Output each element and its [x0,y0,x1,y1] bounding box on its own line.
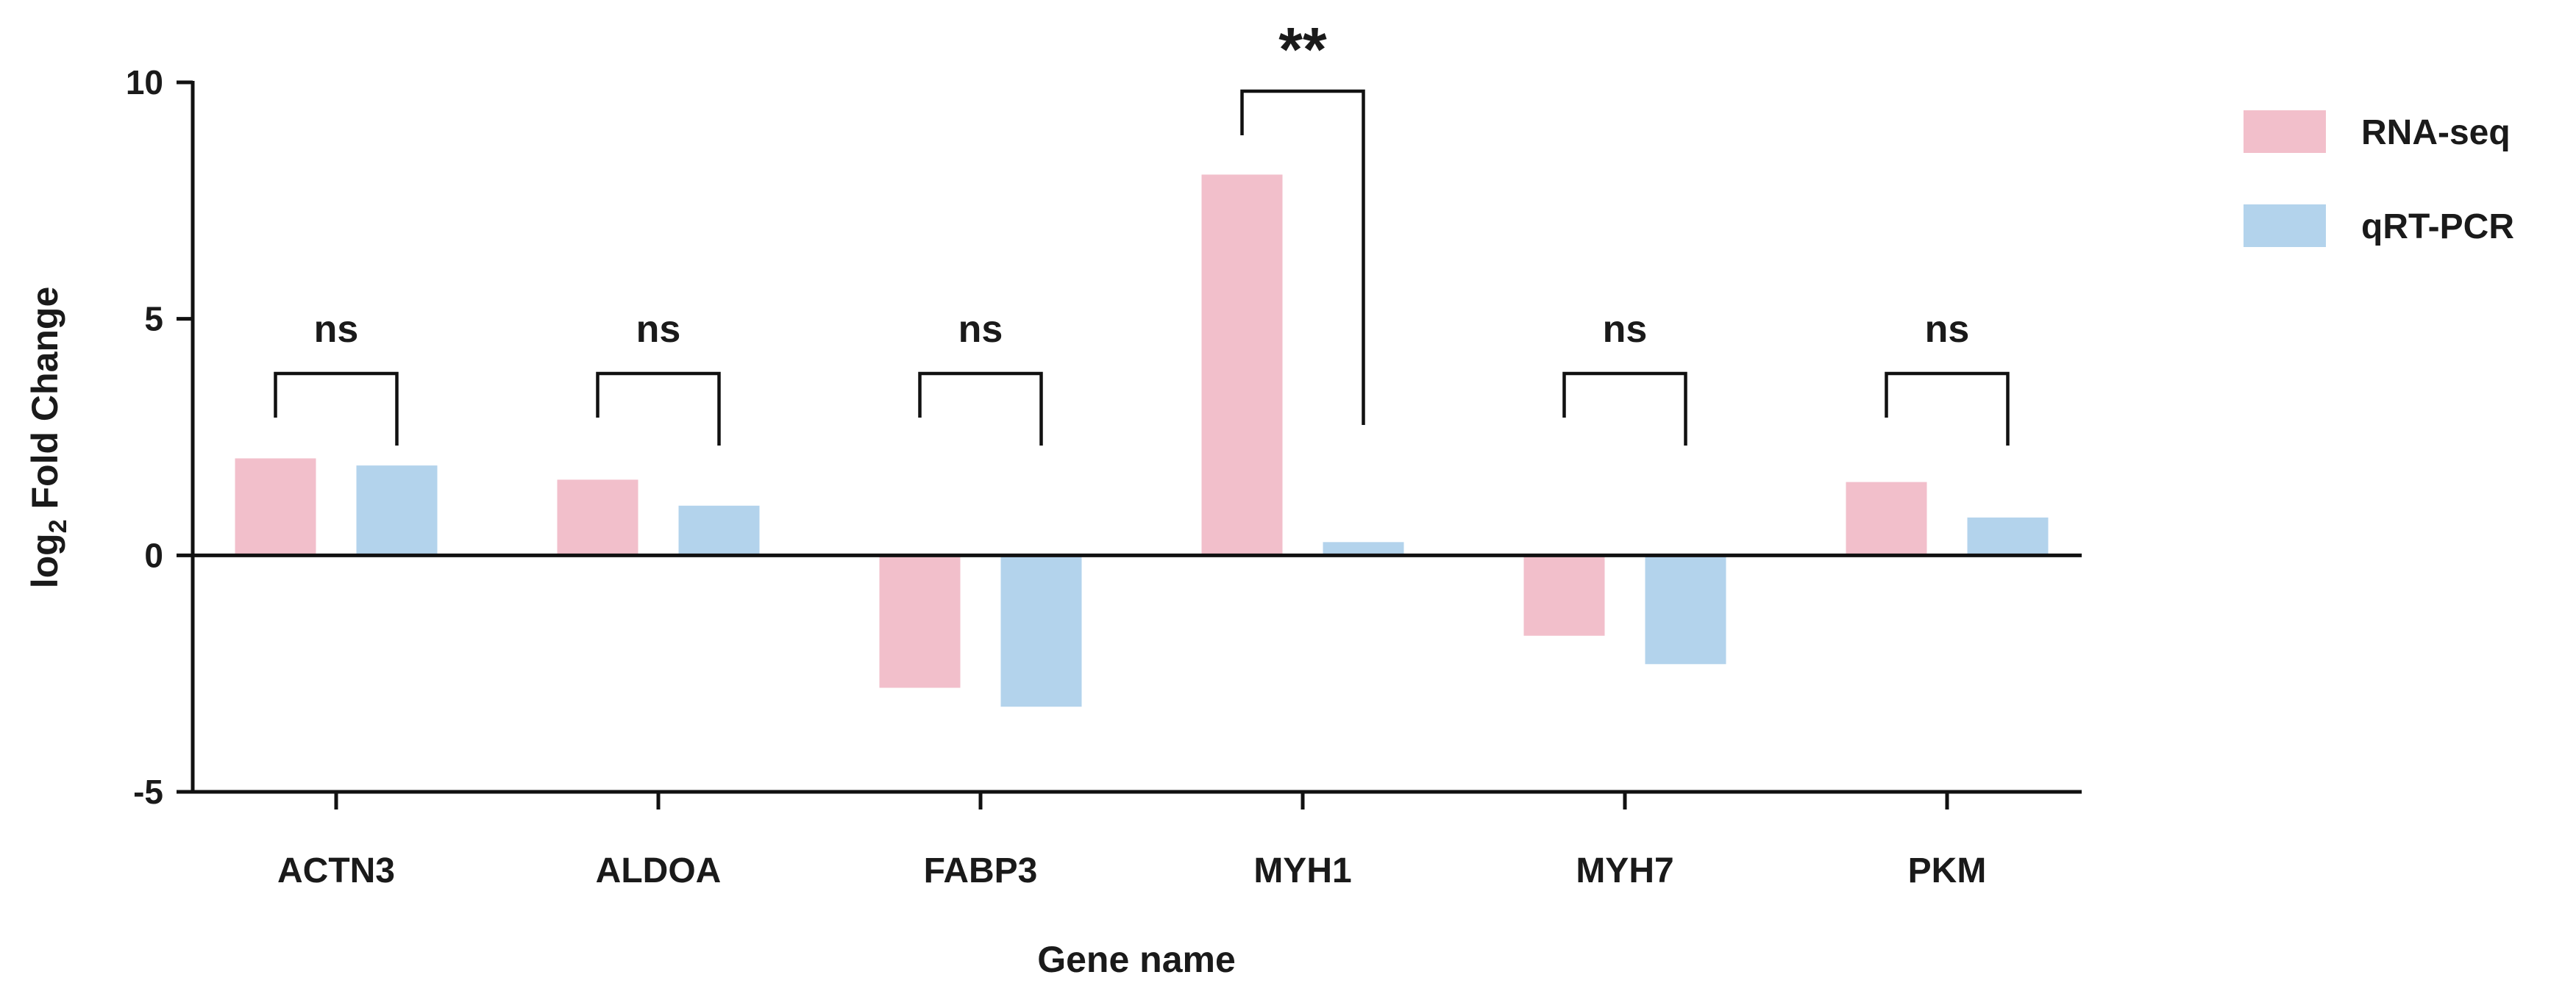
bar-qrt-pcr-fabp3 [1000,555,1082,707]
bar-rna-seq-pkm [1846,482,1927,556]
significance-bracket-fabp3 [918,371,1043,446]
x-tick-label: ACTN3 [277,851,395,890]
axes [177,80,2082,809]
legend: RNA-seq qRT-PCR [2244,110,2514,247]
y-axis-title: log2 Fold Change [24,287,72,589]
x-tick-label: MYH7 [1576,851,1673,890]
significance-brackets: ns ns ns ** ns ns [274,15,2010,446]
x-tick-label: MYH1 [1253,851,1351,890]
bar-qrt-pcr-pkm [1967,517,2049,556]
bars-layer [235,174,2049,707]
legend-label-rna-seq: RNA-seq [2361,113,2511,152]
bar-qrt-pcr-myh7 [1645,555,1726,665]
significance-bracket-actn3 [274,371,399,446]
bar-qrt-pcr-actn3 [356,465,438,556]
bar-rna-seq-aldoa [557,479,638,556]
y-axis-title-suffix: Fold Change [24,287,65,520]
significance-label-pkm: ns [1925,308,1970,351]
significance-label-fabp3: ns [958,308,1003,351]
significance-label-actn3: ns [314,308,359,351]
bar-qrt-pcr-aldoa [678,505,760,556]
legend-swatch-rna-seq [2244,110,2326,153]
significance-bracket-myh7 [1562,371,1687,446]
x-tick-label: ALDOA [596,851,722,890]
x-tick-label: FABP3 [924,851,1038,890]
bar-rna-seq-myh7 [1523,555,1605,636]
significance-label-aldoa: ns [636,308,681,351]
significance-bracket-aldoa [596,371,721,446]
bar-rna-seq-fabp3 [879,555,961,688]
significance-label-myh1: ** [1278,15,1327,84]
y-tick-label: 10 [126,63,163,101]
y-tick-label: 0 [144,536,163,574]
x-tick-label: PKM [1908,851,1987,890]
bar-qrt-pcr-myh1 [1323,542,1404,556]
significance-label-myh7: ns [1603,308,1648,351]
axis-labels: -5 0 5 10 ACTN3 ALDOA FABP3 MYH1 MYH7 PKM Gene nam… [24,63,1986,980]
bar-rna-seq-actn3 [235,458,316,556]
y-axis-title-prefix: log [24,533,65,588]
significance-bracket-pkm [1885,371,2010,446]
significance-bracket-myh1 [1240,89,1365,425]
bar-rna-seq-myh1 [1201,174,1283,556]
legend-swatch-qrt-pcr [2244,204,2326,247]
y-axis-title-subscript: 2 [44,519,72,533]
x-axis-title: Gene name [1037,939,1236,980]
y-tick-label: -5 [133,773,163,811]
legend-label-qrt-pcr: qRT-PCR [2361,207,2514,246]
y-tick-label: 5 [144,300,163,338]
